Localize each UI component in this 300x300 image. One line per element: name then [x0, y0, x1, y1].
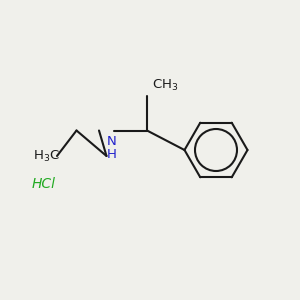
Text: N
H: N H [107, 135, 117, 161]
Text: HCl: HCl [32, 178, 56, 191]
Text: H$_3$C: H$_3$C [33, 148, 60, 164]
Text: CH$_3$: CH$_3$ [152, 78, 178, 93]
